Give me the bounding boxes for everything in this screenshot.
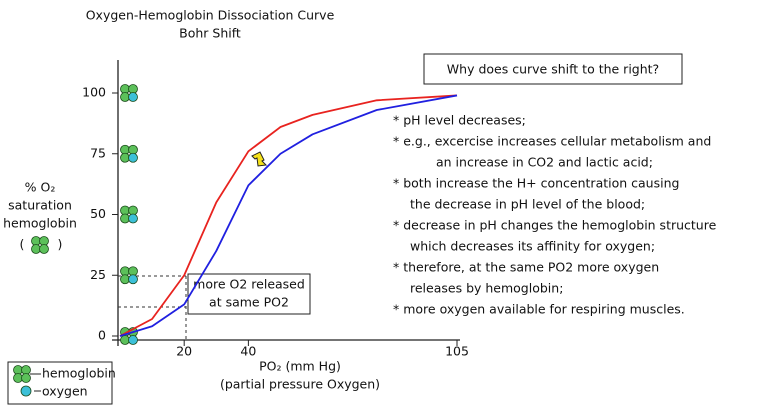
- x-label: PO₂ (mm Hg): [259, 359, 341, 374]
- annotation-box: [187, 273, 311, 315]
- legend-icon: [21, 373, 31, 383]
- question-box: [423, 53, 683, 85]
- curve: [119, 94, 458, 337]
- curve: [119, 94, 458, 337]
- bullet-text: an increase in CO2 and lactic acid;: [436, 155, 653, 170]
- bullet-text: * both increase the H+ concentration cau…: [393, 176, 679, 191]
- tick-icon: [128, 274, 138, 285]
- tick-icon: [128, 92, 138, 102]
- bullet-text: * more oxygen available for respiring mu…: [393, 302, 685, 317]
- annotation: more O2 released: [193, 277, 305, 292]
- bullet-text: the decrease in pH level of the blood;: [410, 197, 645, 212]
- question: Why does curve shift to the right?: [447, 62, 659, 77]
- tick-icon: [128, 152, 138, 163]
- x-tick-label: 40: [240, 344, 256, 359]
- y-tick-label: 100: [82, 85, 106, 100]
- arrow: [251, 151, 268, 167]
- annotation: at same PO2: [209, 295, 289, 310]
- y-label: % O₂: [25, 180, 56, 195]
- legend-icon: [20, 385, 32, 397]
- x-tick-label: 105: [445, 344, 469, 359]
- legend-label: hemoglobin: [42, 366, 116, 381]
- y-label: ): [58, 237, 63, 252]
- bullet-text: * pH level decreases;: [393, 113, 526, 128]
- y-tick-label: 50: [90, 206, 106, 221]
- y-tick-label: 25: [90, 267, 106, 282]
- bullet-text: which decreases its affinity for oxygen;: [410, 239, 655, 254]
- legend-label: oxygen: [42, 384, 88, 399]
- bullet-text: * therefore, at the same PO2 more oxygen: [393, 260, 659, 275]
- y-label: hemoglobin: [3, 216, 77, 231]
- y-tick-label: 0: [98, 328, 106, 343]
- y-tick-label: 75: [90, 145, 106, 160]
- bullet-text: * e.g., excercise increases cellular met…: [393, 134, 711, 149]
- chart-title: Oxygen-Hemoglobin Dissociation Curve: [86, 8, 335, 23]
- dashed-guides: [118, 275, 187, 340]
- y-label: (: [20, 237, 25, 252]
- y-label-icon: [39, 244, 49, 254]
- tick-icon: [128, 213, 138, 224]
- bullet-text: releases by hemoglobin;: [410, 281, 563, 296]
- x-tick-label: 20: [176, 344, 192, 359]
- bullet-text: * decrease in pH changes the hemoglobin …: [393, 218, 717, 233]
- chart-subtitle: Bohr Shift: [179, 26, 241, 41]
- y-label: saturation: [8, 198, 72, 213]
- x-label: (partial pressure Oxygen): [220, 377, 380, 392]
- tick-icon: [128, 335, 138, 345]
